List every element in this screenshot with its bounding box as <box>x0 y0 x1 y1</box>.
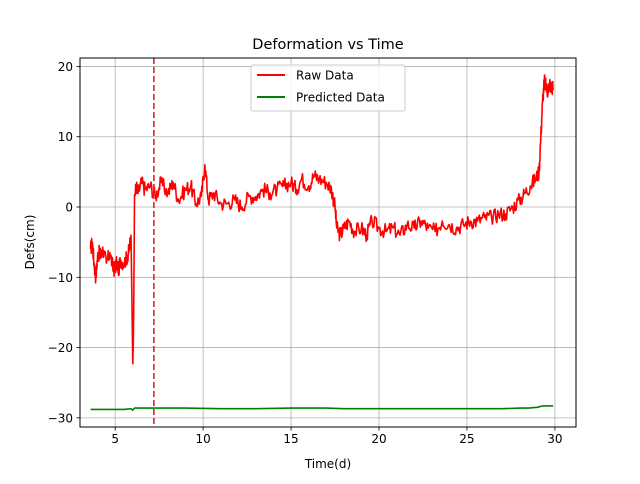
y-tick-label: 10 <box>58 130 73 144</box>
y-tick-label: −10 <box>48 271 73 285</box>
ticks: 5 10 15 20 25 30 −30 −20 −10 0 10 20 <box>48 60 563 446</box>
x-tick-label: 30 <box>547 432 562 446</box>
y-tick-label: −30 <box>48 411 73 425</box>
y-tick-label: 20 <box>58 60 73 74</box>
x-axis-label: Time(d) <box>304 457 351 471</box>
x-tick-label: 15 <box>283 432 298 446</box>
legend: Raw Data Predicted Data <box>250 64 406 112</box>
legend-box <box>250 64 406 112</box>
legend-raw-data-label: Raw Data <box>296 69 354 83</box>
legend-predicted-data-label: Predicted Data <box>296 91 385 105</box>
x-tick-label: 20 <box>371 432 386 446</box>
predicted-data-series-line <box>90 405 554 411</box>
grid <box>80 58 576 427</box>
x-tick-label: 25 <box>459 432 474 446</box>
raw-data-series-line <box>89 74 554 365</box>
y-axis-label: Defs(cm) <box>23 215 37 270</box>
x-tick-label: 5 <box>111 432 119 446</box>
plot-content <box>89 58 554 427</box>
x-tick-label: 10 <box>195 432 210 446</box>
y-tick-label: 0 <box>65 201 73 215</box>
y-tick-label: −20 <box>48 341 73 355</box>
axes-frame <box>79 57 577 428</box>
chart-title: Deformation vs Time <box>252 37 403 53</box>
